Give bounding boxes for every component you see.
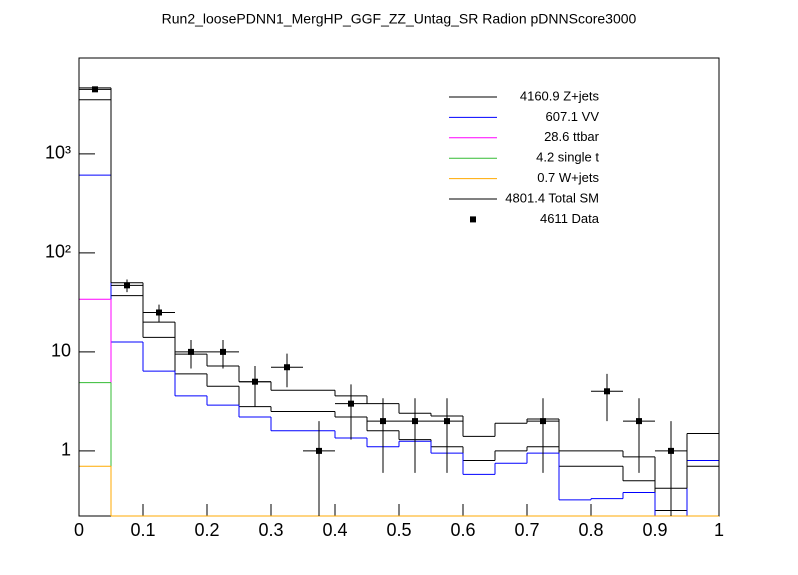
x-tick-label: 0.8 — [578, 520, 603, 540]
data-point — [284, 364, 290, 371]
data-point — [220, 348, 226, 355]
x-tick-label: 0.4 — [322, 520, 347, 540]
x-tick-label: 0 — [74, 520, 84, 540]
legend-label: 0.7 W+jets — [537, 170, 599, 185]
chart-title: Run2_loosePDNN1_MergHP_GGF_ZZ_Untag_SR R… — [162, 11, 637, 27]
x-tick-label: 0.5 — [386, 520, 411, 540]
legend-label: 28.6 ttbar — [544, 129, 600, 144]
data-point — [412, 418, 418, 425]
data-point — [540, 418, 546, 425]
legend-label: 607.1 VV — [546, 109, 600, 124]
x-tick-label: 0.7 — [514, 520, 539, 540]
y-tick-label: 10² — [45, 242, 71, 262]
x-tick-label: 0.3 — [258, 520, 283, 540]
x-tick-label: 0.6 — [450, 520, 475, 540]
y-tick-label: 1 — [61, 440, 71, 460]
data-point — [124, 282, 130, 289]
x-tick-label: 0.9 — [642, 520, 667, 540]
y-tick-label: 10³ — [45, 143, 71, 163]
legend-label: 4160.9 Z+jets — [520, 88, 600, 103]
legend-marker — [470, 216, 476, 223]
data-point — [380, 418, 386, 425]
data-point — [156, 309, 162, 316]
y-tick-label: 10 — [51, 341, 71, 361]
x-tick-label: 1 — [714, 520, 724, 540]
legend-label: 4611 Data — [540, 211, 600, 226]
legend-label: 4.2 single t — [536, 150, 599, 165]
data-point — [348, 400, 354, 407]
data-point — [316, 447, 322, 454]
x-tick-label: 0.1 — [130, 520, 155, 540]
data-point — [92, 86, 98, 93]
data-point — [668, 447, 674, 454]
data-point — [636, 418, 642, 425]
data-point — [604, 388, 610, 395]
legend-label: 4801.4 Total SM — [505, 190, 599, 205]
data-point — [188, 348, 194, 355]
data-point — [252, 378, 258, 385]
x-tick-label: 0.2 — [194, 520, 219, 540]
data-point — [444, 418, 450, 425]
